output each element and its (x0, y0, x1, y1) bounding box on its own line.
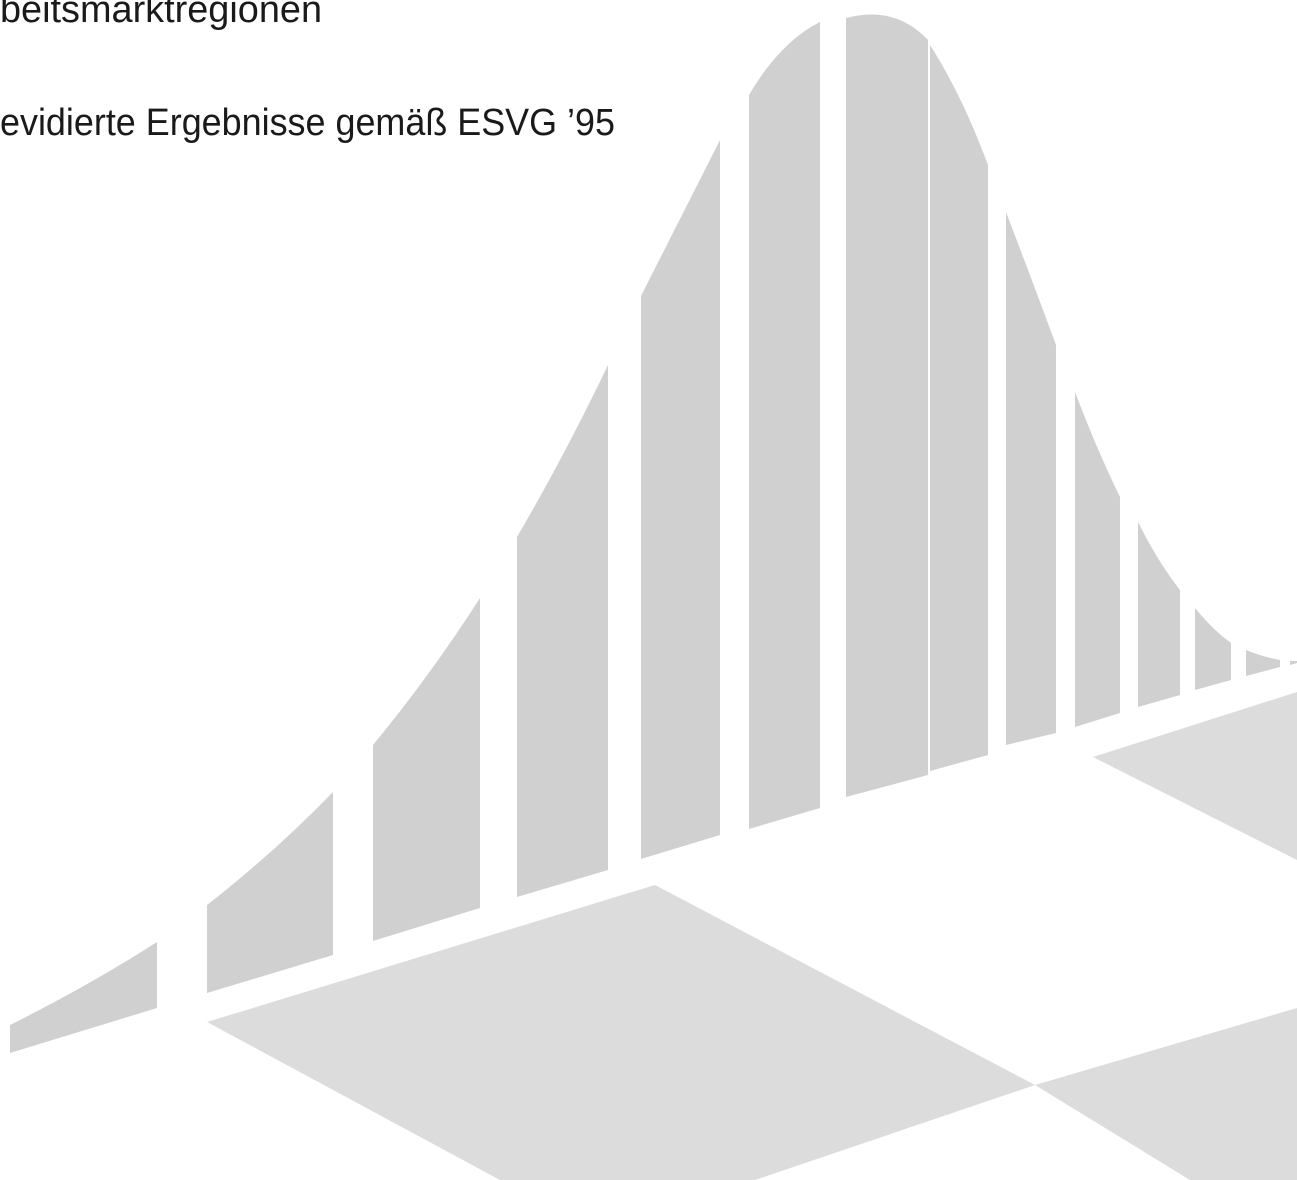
title-line: beitsmarktregionen (0, 0, 322, 31)
curve-bar (517, 365, 608, 897)
curve-bar (1138, 522, 1180, 707)
floor-tile (1093, 692, 1297, 860)
curve-bar (10, 942, 157, 1053)
curve-bar (1246, 650, 1280, 676)
subtitle-line: evidierte Ergebnisse gemäß ESVG ’95 (0, 102, 615, 144)
curve-bar (1290, 661, 1297, 665)
curve-bar (1075, 392, 1120, 727)
curve-bar (207, 792, 333, 993)
decoration (10, 14, 1297, 1180)
curve-bar (1195, 608, 1231, 690)
floor-tile (1035, 1008, 1297, 1180)
curve-bar (373, 598, 480, 941)
curve-bar (641, 140, 720, 859)
floor-tile (207, 885, 1035, 1180)
curve-bar (930, 45, 988, 771)
curve-bar (1006, 212, 1056, 745)
curve-bar (846, 14, 928, 797)
curve-bar (749, 22, 820, 829)
